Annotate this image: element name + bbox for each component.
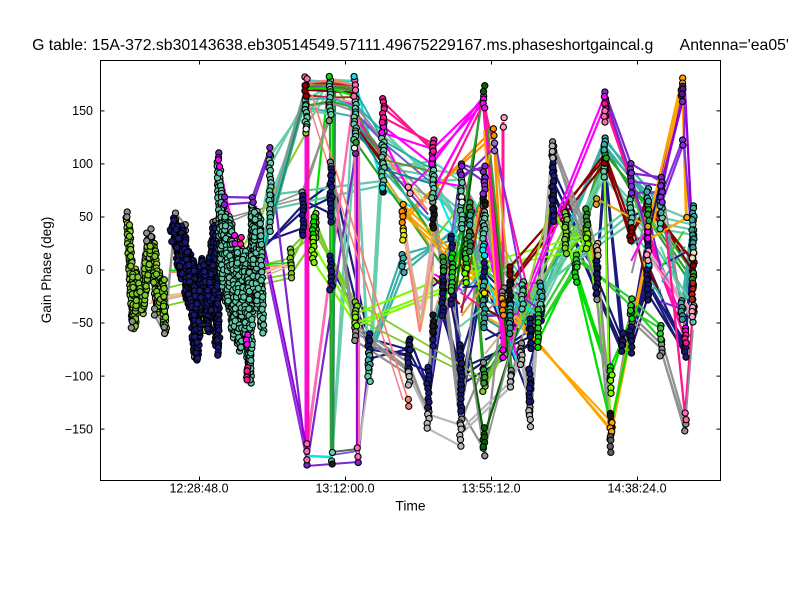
svg-text:12:28:48.0: 12:28:48.0 [169,482,228,496]
svg-text:150: 150 [72,104,93,118]
svg-text:−100: −100 [65,369,93,383]
svg-text:0: 0 [86,263,93,277]
svg-text:−150: −150 [65,422,93,436]
svg-text:Time: Time [395,499,425,514]
svg-text:−50: −50 [72,316,93,330]
svg-text:100: 100 [72,157,93,171]
svg-text:Gain Phase (deg): Gain Phase (deg) [39,217,54,324]
svg-text:50: 50 [79,210,93,224]
svg-text:G table: 15A-372.sb30143638.eb: G table: 15A-372.sb30143638.eb30514549.5… [32,37,789,54]
svg-text:14:38:24.0: 14:38:24.0 [607,482,666,496]
svg-text:13:55:12.0: 13:55:12.0 [461,482,520,496]
svg-text:13:12:00.0: 13:12:00.0 [315,482,374,496]
